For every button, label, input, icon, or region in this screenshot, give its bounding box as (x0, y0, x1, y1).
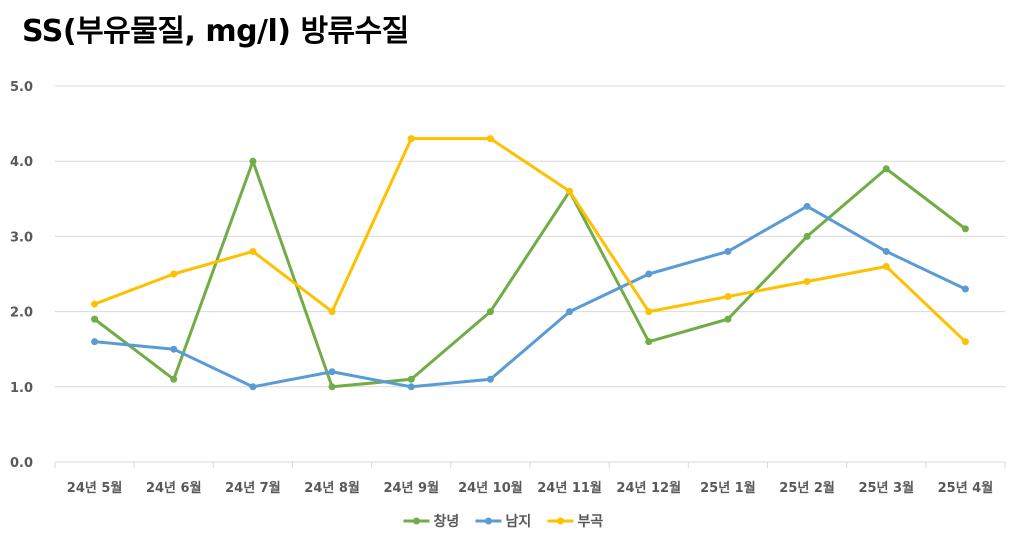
legend-swatch-marker (485, 517, 492, 525)
data-point (249, 157, 257, 165)
y-tick-label: 0.0 (10, 456, 33, 471)
legend-item: 창녕 (403, 513, 460, 530)
x-tick-label: 25년 4월 (938, 480, 994, 496)
series-1 (91, 157, 969, 391)
legend-item: 부곡 (547, 514, 604, 530)
data-point (803, 232, 811, 240)
x-tick-label: 25년 1월 (700, 480, 756, 496)
data-point (882, 165, 890, 173)
data-point (170, 375, 178, 383)
data-point (566, 187, 574, 195)
gridlines (55, 85, 1005, 463)
series-3 (91, 135, 969, 346)
x-axis: 24년 5월 24년 6월 24년 7월 24년 8월 24년 9월 24년 10월 24년… (54, 462, 1006, 496)
legend-swatch-marker (557, 517, 564, 525)
data-point (645, 308, 653, 316)
x-tick-label: 25년 2월 (779, 480, 835, 496)
data-point (91, 300, 99, 308)
data-point (645, 338, 653, 346)
legend-label: 창녕 (434, 513, 460, 530)
series-line (93, 137, 967, 344)
x-tick-label: 24년 9월 (383, 480, 439, 496)
y-tick-label: 5.0 (10, 80, 33, 95)
y-axis-labels: 0.0 1.0 2.0 3.0 4.0 5.0 (10, 80, 33, 471)
data-point (91, 338, 99, 346)
y-tick-label: 1.0 (10, 381, 33, 396)
y-tick-label: 3.0 (10, 230, 33, 245)
legend-swatch-marker (413, 517, 420, 525)
data-point (961, 338, 969, 346)
data-point (249, 383, 257, 391)
data-point (486, 308, 494, 316)
x-tick-label: 24년 6월 (146, 480, 202, 496)
data-point (407, 135, 415, 143)
x-tick-label: 24년 8월 (304, 480, 360, 496)
data-point (645, 270, 653, 278)
series-2 (91, 202, 969, 391)
data-point (328, 308, 336, 316)
x-tick-label: 24년 12월 (616, 480, 681, 496)
y-tick-label: 4.0 (10, 155, 33, 170)
data-point (170, 270, 178, 278)
legend-label: 남지 (506, 513, 532, 530)
data-point (724, 247, 732, 255)
data-point (566, 308, 574, 316)
data-point (328, 383, 336, 391)
x-tick-label: 24년 5월 (67, 480, 123, 496)
data-point (170, 345, 178, 353)
data-point (91, 315, 99, 323)
data-point (486, 375, 494, 383)
data-point (961, 285, 969, 293)
data-point (249, 247, 257, 255)
data-point (407, 375, 415, 383)
data-point (724, 293, 732, 301)
x-tick-label: 25년 3월 (858, 480, 914, 496)
legend-item: 남지 (475, 513, 532, 530)
data-point (882, 247, 890, 255)
data-point (882, 262, 890, 270)
x-tick-label: 24년 7월 (225, 480, 281, 496)
data-point (961, 225, 969, 233)
series-lines (91, 135, 969, 391)
chart-title: SS(부유물질, mg/l) 방류수질 (22, 14, 409, 49)
legend-label: 부곡 (578, 514, 604, 530)
y-tick-label: 2.0 (10, 306, 33, 321)
data-point (803, 202, 811, 210)
series-line (93, 159, 967, 389)
x-tick-label: 24년 11월 (537, 480, 602, 496)
data-point (407, 383, 415, 391)
legend: 창녕 남지 부곡 (403, 513, 604, 530)
x-tick-label: 24년 10월 (458, 480, 523, 496)
data-point (803, 278, 811, 286)
data-point (724, 315, 732, 323)
series-line (93, 204, 967, 389)
data-point (486, 135, 494, 143)
data-point (328, 368, 336, 376)
